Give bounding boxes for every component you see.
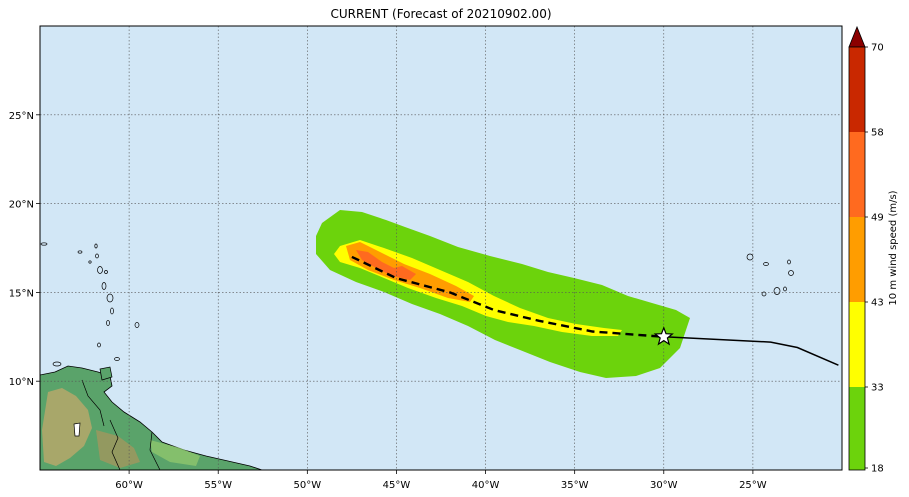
land-relief-tan [42,388,92,466]
colorbar-tick-label: 33 [871,383,884,394]
storm-track-past [663,336,839,366]
latitude-ticks: 25°N 20°N 15°N 10°N [9,111,40,388]
lon-tick-label: 35°W [561,480,589,491]
wind-swath-49-58 [356,250,416,280]
colorbar-band-33-43 [849,302,865,387]
graticule [40,26,842,470]
longitude-ticks: 60°W 55°W 50°W 45°W 40°W 35°W 30°W 25°W [115,470,767,491]
lon-tick-label: 55°W [204,480,232,491]
cape-verde-islands [746,253,794,297]
map-title: CURRENT (Forecast of 20210902.00) [330,7,552,21]
colorbar-tick-label: 18 [871,464,884,475]
storm-track-forecast [351,255,664,338]
lat-tick-label: 25°N [9,111,34,122]
colorbar-tick-label: 70 [871,43,884,54]
map-frame [39,25,843,471]
south-america-land [40,365,263,470]
lon-tick-label: 50°W [294,480,322,491]
lon-tick-label: 40°W [472,480,500,491]
lat-tick-label: 10°N [9,377,34,388]
lake-island [73,422,81,437]
colorbar-band-49-58 [849,132,865,217]
colorbar-tick-label: 49 [871,213,884,224]
current-position-star [653,326,674,346]
lon-tick-label: 30°W [650,480,678,491]
colorbar: 18 33 43 49 58 70 10 m wind speed (m/s) [848,25,899,475]
lat-tick-label: 15°N [9,288,34,299]
country-border [109,419,121,470]
lon-tick-label: 45°W [383,480,411,491]
colorbar-label: 10 m wind speed (m/s) [888,190,899,305]
colorbar-band-58-70 [849,47,865,132]
colorbar-frame [848,46,866,471]
colorbar-ticks: 18 33 43 49 58 70 [865,43,884,475]
colorbar-tick-label: 43 [871,298,884,309]
colorbar-extend-arrow [848,25,866,48]
lesser-antilles [40,242,140,367]
lon-tick-label: 60°W [115,480,143,491]
lat-tick-label: 20°N [9,200,34,211]
wind-swath-33-43 [334,240,622,336]
country-border [81,379,105,427]
colorbar-band-43-49 [849,217,865,302]
colorbar-band-18-33 [849,387,865,470]
lon-tick-label: 25°W [739,480,767,491]
colorbar-tick-label: 58 [871,128,884,139]
land-relief-light [150,440,200,466]
trinidad-island [99,366,113,381]
country-border [149,431,161,470]
land-relief-tan-2 [96,430,140,468]
